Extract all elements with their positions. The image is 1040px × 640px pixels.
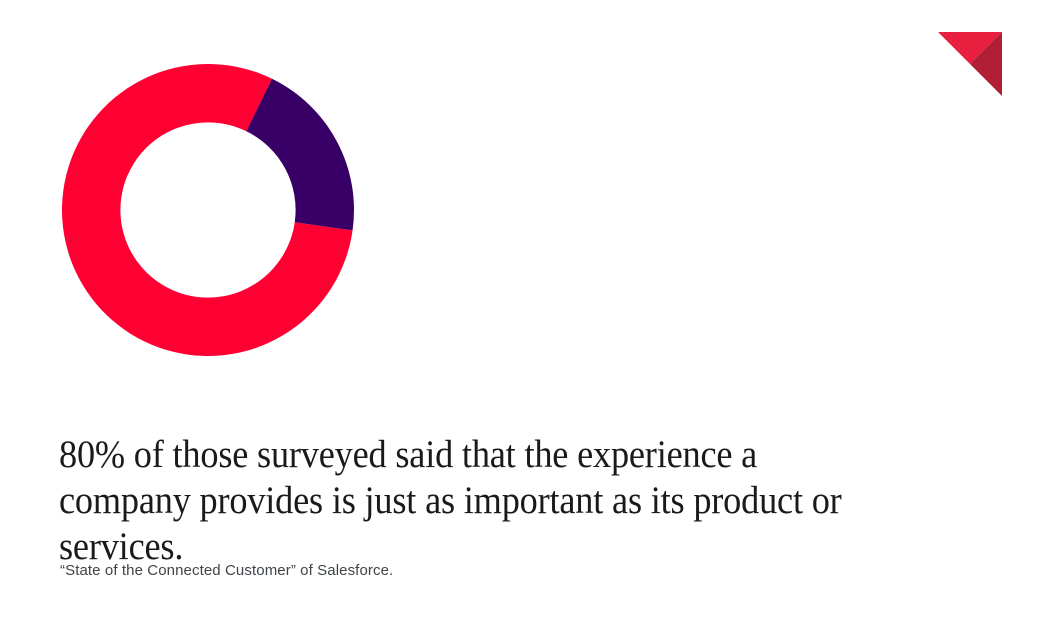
source-caption: “State of the Connected Customer” of Sal… <box>60 562 394 579</box>
donut-slice-primary <box>61 63 353 356</box>
donut-chart-svg <box>61 63 354 356</box>
page-title: 80% of those surveyed said that the expe… <box>59 433 851 568</box>
triangle-logo-icon <box>938 32 1002 96</box>
logo-upper-triangle <box>938 32 1002 64</box>
donut-slice-secondary <box>246 78 354 231</box>
donut-chart <box>58 58 358 362</box>
logo-lower-triangle <box>970 32 1002 96</box>
